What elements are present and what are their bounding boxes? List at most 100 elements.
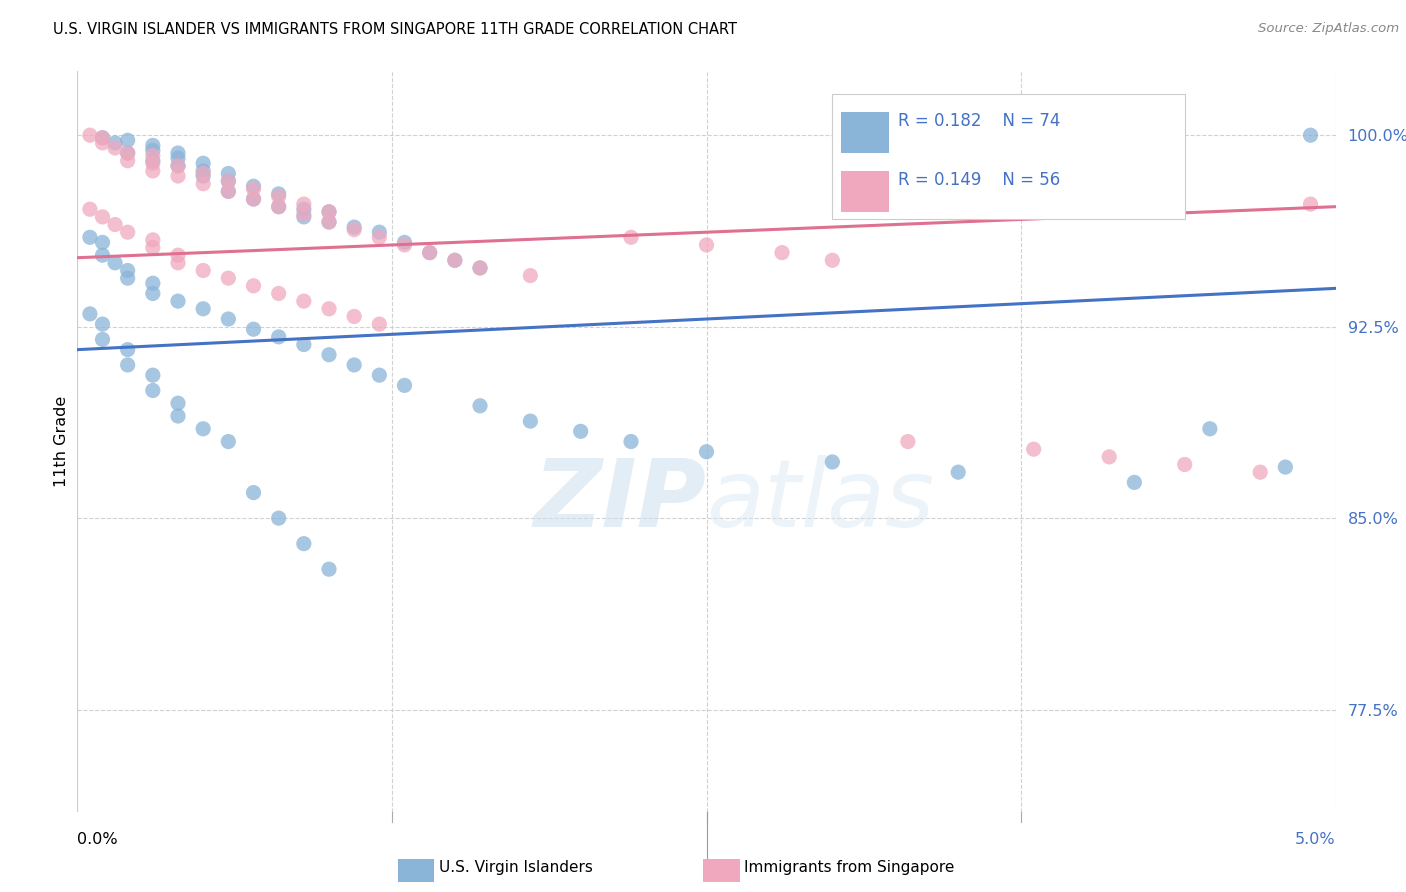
- Point: [343, 222, 366, 236]
- Point: [368, 317, 391, 331]
- Point: [1198, 422, 1220, 436]
- Y-axis label: 11th Grade: 11th Grade: [53, 396, 69, 487]
- Point: [267, 286, 290, 301]
- Text: R = 0.182    N = 74: R = 0.182 N = 74: [898, 112, 1060, 130]
- Point: [343, 310, 366, 324]
- Point: [217, 174, 239, 188]
- Point: [104, 256, 127, 270]
- Point: [1249, 465, 1271, 479]
- Point: [79, 307, 101, 321]
- Text: 0.0%: 0.0%: [77, 832, 118, 847]
- Point: [318, 301, 340, 316]
- Point: [191, 422, 215, 436]
- Point: [167, 396, 190, 410]
- Point: [821, 455, 844, 469]
- Point: [167, 409, 190, 423]
- Point: [217, 185, 239, 199]
- FancyBboxPatch shape: [841, 171, 889, 212]
- Text: 5.0%: 5.0%: [1295, 832, 1336, 847]
- Point: [191, 301, 215, 316]
- Point: [217, 166, 239, 180]
- Point: [267, 189, 290, 203]
- Point: [167, 151, 190, 165]
- Point: [696, 238, 718, 252]
- Point: [1299, 197, 1322, 211]
- Point: [267, 330, 290, 344]
- Point: [292, 337, 315, 351]
- Point: [318, 204, 340, 219]
- Point: [142, 148, 165, 162]
- Point: [267, 511, 290, 525]
- Point: [117, 133, 139, 147]
- Point: [519, 414, 541, 428]
- Point: [91, 130, 114, 145]
- Point: [91, 210, 114, 224]
- Point: [519, 268, 541, 283]
- Point: [1274, 460, 1296, 475]
- Point: [620, 230, 643, 244]
- Point: [91, 130, 114, 145]
- Point: [117, 271, 139, 285]
- Point: [444, 253, 467, 268]
- Point: [91, 235, 114, 250]
- Point: [1022, 442, 1045, 457]
- Point: [1299, 128, 1322, 143]
- Point: [419, 245, 441, 260]
- Point: [267, 200, 290, 214]
- FancyBboxPatch shape: [832, 94, 1185, 219]
- Point: [91, 333, 114, 347]
- Point: [368, 225, 391, 239]
- Point: [318, 562, 340, 576]
- Point: [948, 465, 970, 479]
- Point: [142, 153, 165, 168]
- Point: [242, 192, 264, 206]
- Point: [191, 263, 215, 277]
- Point: [217, 434, 239, 449]
- Point: [1174, 458, 1197, 472]
- Point: [318, 215, 340, 229]
- Point: [117, 146, 139, 161]
- Point: [79, 202, 101, 217]
- Point: [117, 358, 139, 372]
- Point: [620, 434, 643, 449]
- Point: [142, 277, 165, 291]
- Point: [292, 207, 315, 221]
- Point: [267, 200, 290, 214]
- Point: [821, 253, 844, 268]
- Point: [394, 378, 416, 392]
- Point: [117, 153, 139, 168]
- Point: [292, 536, 315, 550]
- Point: [318, 215, 340, 229]
- Point: [217, 312, 239, 326]
- Point: [242, 322, 264, 336]
- Point: [167, 159, 190, 173]
- Point: [191, 156, 215, 170]
- Text: Immigrants from Singapore: Immigrants from Singapore: [744, 860, 955, 874]
- Point: [104, 141, 127, 155]
- Text: U.S. VIRGIN ISLANDER VS IMMIGRANTS FROM SINGAPORE 11TH GRADE CORRELATION CHART: U.S. VIRGIN ISLANDER VS IMMIGRANTS FROM …: [53, 22, 737, 37]
- Point: [167, 159, 190, 173]
- Point: [368, 230, 391, 244]
- Point: [117, 263, 139, 277]
- Point: [79, 128, 101, 143]
- Point: [394, 235, 416, 250]
- Point: [117, 343, 139, 357]
- Point: [318, 348, 340, 362]
- Point: [104, 136, 127, 150]
- Point: [191, 177, 215, 191]
- Point: [217, 271, 239, 285]
- Point: [343, 220, 366, 235]
- Point: [217, 185, 239, 199]
- Point: [167, 294, 190, 309]
- Point: [142, 233, 165, 247]
- Point: [318, 204, 340, 219]
- Point: [770, 245, 793, 260]
- Point: [91, 317, 114, 331]
- Point: [419, 245, 441, 260]
- Point: [191, 166, 215, 180]
- Point: [468, 260, 491, 275]
- Point: [242, 192, 264, 206]
- Point: [91, 248, 114, 262]
- Point: [104, 218, 127, 232]
- Point: [267, 186, 290, 201]
